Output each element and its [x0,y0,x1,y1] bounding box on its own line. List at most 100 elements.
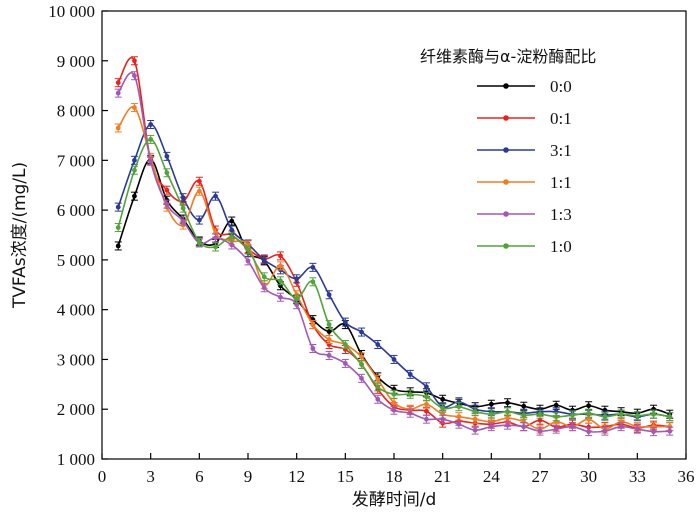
data-point [487,409,495,419]
data-point [568,410,576,420]
data-point [212,191,220,201]
y-axis-title: TVFAs浓度/(mg/L) [10,162,30,309]
data-point [520,410,528,420]
data-point [341,358,349,368]
data-point [179,193,187,203]
data-point [260,272,268,282]
data-point [309,343,317,353]
series-line [117,106,670,430]
y-tick-label: 8 000 [57,102,95,121]
data-point [520,422,528,432]
legend-label: 0:0 [550,77,572,96]
legend-item: 3:1 [477,141,572,160]
data-point [114,88,122,98]
data-point [536,409,544,419]
series-line [117,123,670,418]
x-tick-label: 24 [483,467,501,486]
x-axis-title: 发酵时间/d [352,490,437,510]
x-tick-label: 18 [386,467,403,486]
data-point [325,290,333,300]
data-point [455,402,463,412]
data-point [471,407,479,417]
data-point [325,350,333,360]
data-point [504,407,512,417]
data-point [244,245,252,255]
series-1-1 [114,103,674,434]
series-3-1 [114,119,674,422]
data-point [130,56,138,66]
data-point [666,426,674,436]
data-point [130,71,138,81]
data-point [568,422,576,432]
data-point [163,185,171,195]
data-point [439,403,447,413]
legend-marker [503,179,509,185]
series-1-0 [114,134,674,422]
data-point [650,427,658,437]
data-point [147,156,155,166]
data-point [552,424,560,434]
legend-label: 0:1 [550,109,572,128]
legend-item: 0:0 [477,77,572,96]
data-point [212,242,220,252]
y-tick-label: 2 000 [57,400,95,419]
y-tick-label: 10 000 [48,2,95,21]
data-point [325,320,333,330]
x-tick-label: 30 [580,467,597,486]
series-group [114,56,674,437]
data-point [406,389,414,399]
data-point [260,283,268,293]
data-point [309,320,317,330]
legend-label: 1:1 [550,173,572,192]
data-point [617,422,625,432]
series-line [117,72,670,433]
data-point [422,392,430,402]
data-point [114,202,122,212]
data-point [487,399,495,409]
data-point [585,408,593,418]
data-point [374,340,382,350]
data-point [293,274,301,284]
data-point [163,151,171,161]
data-point [374,382,382,392]
data-point [601,412,609,422]
data-point [374,394,382,404]
data-point [455,419,463,429]
data-point [163,168,171,178]
data-point [244,256,252,266]
data-point [617,409,625,419]
data-point [504,398,512,408]
data-point [422,414,430,424]
y-tick-label: 5 000 [57,251,95,270]
legend-marker [503,83,509,89]
data-point [114,78,122,88]
legend-marker [503,115,509,121]
data-point [293,294,301,304]
legend-label: 3:1 [550,141,572,160]
x-tick-label: 9 [244,467,253,486]
data-point [633,424,641,434]
data-point [358,373,366,383]
x-tick-label: 0 [98,467,107,486]
data-point [147,134,155,144]
x-tick-label: 3 [146,467,155,486]
y-tick-label: 3 000 [57,350,95,369]
y-tick-label: 1 000 [57,450,95,469]
x-tick-label: 15 [337,467,354,486]
data-point [422,382,430,392]
data-point [130,103,138,113]
series-1-3 [114,71,674,437]
data-point [179,203,187,213]
data-point [130,165,138,175]
legend-marker [503,211,509,217]
data-point [520,401,528,411]
legend-item: 1:1 [477,173,572,192]
data-point [212,233,220,243]
data-point [633,411,641,421]
x-tick-label: 27 [532,467,550,486]
data-point [195,215,203,225]
data-point [228,232,236,242]
legend-item: 0:1 [477,109,572,128]
